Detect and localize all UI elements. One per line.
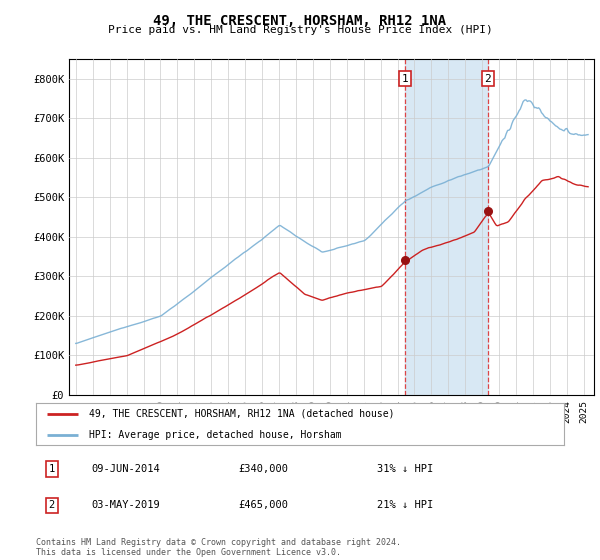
Text: Contains HM Land Registry data © Crown copyright and database right 2024.
This d: Contains HM Land Registry data © Crown c… [36, 538, 401, 557]
Text: £340,000: £340,000 [238, 464, 288, 474]
Text: 31% ↓ HPI: 31% ↓ HPI [377, 464, 434, 474]
Text: 2: 2 [49, 501, 55, 510]
Text: £465,000: £465,000 [238, 501, 288, 510]
Text: 1: 1 [49, 464, 55, 474]
Text: Price paid vs. HM Land Registry's House Price Index (HPI): Price paid vs. HM Land Registry's House … [107, 25, 493, 35]
Bar [405, 59, 488, 395]
Text: 49, THE CRESCENT, HORSHAM, RH12 1NA: 49, THE CRESCENT, HORSHAM, RH12 1NA [154, 14, 446, 28]
Text: 09-JUN-2014: 09-JUN-2014 [91, 464, 160, 474]
Text: HPI: Average price, detached house, Horsham: HPI: Average price, detached house, Hors… [89, 430, 341, 440]
Text: 21% ↓ HPI: 21% ↓ HPI [377, 501, 434, 510]
Text: 49, THE CRESCENT, HORSHAM, RH12 1NA (detached house): 49, THE CRESCENT, HORSHAM, RH12 1NA (det… [89, 409, 394, 419]
Text: 03-MAY-2019: 03-MAY-2019 [91, 501, 160, 510]
Text: 1: 1 [401, 73, 409, 83]
Text: 2: 2 [484, 73, 491, 83]
